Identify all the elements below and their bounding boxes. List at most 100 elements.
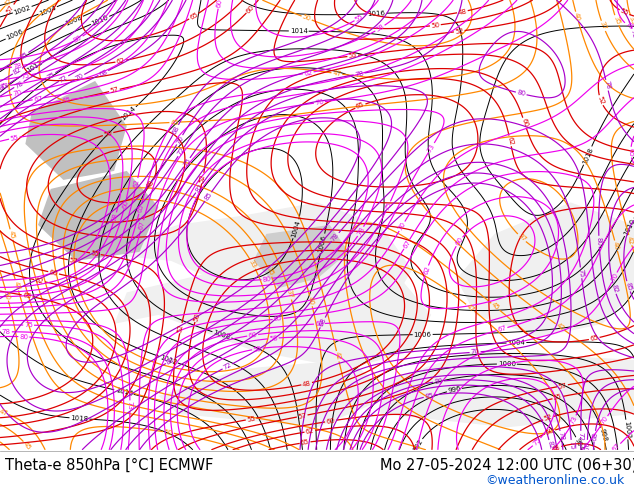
- Text: 55: 55: [619, 8, 630, 17]
- Polygon shape: [38, 171, 158, 261]
- Text: 80: 80: [165, 356, 176, 366]
- Text: 58: 58: [111, 213, 119, 222]
- Text: 1016: 1016: [368, 10, 385, 17]
- Text: 68: 68: [98, 68, 108, 78]
- Text: 1014: 1014: [290, 28, 307, 34]
- Text: 73: 73: [0, 83, 10, 90]
- Text: 75: 75: [46, 71, 56, 80]
- Text: 33: 33: [248, 259, 257, 270]
- Text: 998: 998: [598, 428, 608, 442]
- Text: 45: 45: [171, 119, 179, 125]
- Text: 70: 70: [314, 99, 324, 106]
- Text: 68: 68: [171, 124, 181, 135]
- Text: 48: 48: [146, 179, 156, 190]
- Text: 55: 55: [91, 250, 100, 257]
- Text: 994: 994: [574, 437, 585, 451]
- Text: 70: 70: [175, 134, 184, 145]
- Text: 80: 80: [262, 275, 272, 283]
- Text: 60: 60: [521, 118, 529, 128]
- Text: 52: 52: [177, 323, 184, 333]
- Text: 42: 42: [626, 235, 634, 245]
- Text: 62: 62: [116, 57, 126, 65]
- Text: 1008: 1008: [65, 14, 83, 26]
- Text: 65: 65: [136, 203, 145, 214]
- Text: 65: 65: [273, 316, 283, 322]
- Text: 60: 60: [49, 269, 58, 277]
- Text: 85: 85: [18, 50, 29, 60]
- Text: 65: 65: [301, 439, 310, 446]
- Text: 37: 37: [599, 21, 608, 31]
- Text: 65: 65: [22, 292, 32, 299]
- Polygon shape: [158, 360, 393, 427]
- Text: 78: 78: [13, 63, 22, 70]
- Text: 57: 57: [68, 257, 78, 265]
- Text: 78: 78: [557, 431, 565, 441]
- Text: 67: 67: [138, 220, 146, 231]
- Text: 47: 47: [0, 408, 9, 417]
- Polygon shape: [380, 351, 634, 427]
- Text: 73: 73: [569, 415, 578, 426]
- Text: 48: 48: [551, 444, 561, 453]
- Text: 70: 70: [599, 415, 609, 426]
- Text: 78: 78: [354, 70, 364, 78]
- Text: 37: 37: [286, 289, 294, 299]
- Text: 55: 55: [348, 52, 358, 59]
- Text: 1018: 1018: [70, 415, 89, 422]
- Text: 1010: 1010: [91, 14, 110, 26]
- Text: 60: 60: [216, 0, 223, 8]
- Polygon shape: [114, 247, 431, 369]
- Text: 58: 58: [375, 24, 385, 33]
- Text: 47: 47: [465, 303, 476, 313]
- Text: 67: 67: [33, 95, 43, 102]
- Text: 57: 57: [557, 382, 567, 390]
- Text: ©weatheronline.co.uk: ©weatheronline.co.uk: [485, 474, 624, 487]
- Text: 1006: 1006: [318, 234, 327, 253]
- Text: 1004: 1004: [507, 340, 526, 346]
- Text: 40: 40: [573, 12, 581, 22]
- Text: 78: 78: [356, 226, 366, 237]
- Text: 1012: 1012: [26, 59, 44, 74]
- Text: 70: 70: [610, 272, 619, 283]
- Text: 33: 33: [628, 15, 634, 25]
- Text: 1018: 1018: [581, 146, 594, 165]
- Text: 62: 62: [422, 266, 431, 276]
- Text: 82: 82: [194, 183, 204, 194]
- Text: 65: 65: [188, 11, 199, 21]
- Text: 62: 62: [303, 69, 313, 76]
- Text: 62: 62: [507, 136, 514, 146]
- Text: 1002: 1002: [623, 420, 631, 439]
- Text: 50: 50: [545, 427, 555, 436]
- Text: 70: 70: [470, 349, 480, 355]
- Text: 75: 75: [20, 72, 30, 80]
- Polygon shape: [254, 225, 349, 288]
- Text: 70: 70: [13, 90, 22, 98]
- Text: 55: 55: [246, 416, 256, 423]
- Text: 1016: 1016: [115, 387, 133, 397]
- Text: 40: 40: [307, 296, 315, 306]
- Text: 50: 50: [301, 14, 312, 23]
- Text: 1010: 1010: [623, 218, 634, 237]
- Text: 996: 996: [447, 386, 462, 394]
- Text: 52: 52: [199, 173, 207, 183]
- Text: 80: 80: [596, 237, 602, 246]
- Text: 68: 68: [318, 317, 327, 328]
- Text: 45: 45: [490, 301, 501, 312]
- Text: 65: 65: [628, 147, 634, 157]
- Text: 62: 62: [314, 320, 324, 327]
- Text: 73: 73: [427, 142, 436, 153]
- Text: 52: 52: [597, 95, 605, 105]
- Text: 50: 50: [430, 22, 440, 29]
- Text: 82: 82: [611, 284, 619, 294]
- Text: 55: 55: [252, 345, 262, 352]
- Text: 78: 78: [2, 329, 11, 335]
- Text: 1000: 1000: [498, 361, 516, 367]
- Text: 85: 85: [203, 191, 213, 202]
- Text: 60: 60: [326, 417, 335, 425]
- Text: 65: 65: [590, 335, 599, 343]
- Text: 82: 82: [547, 441, 554, 450]
- Text: 37: 37: [517, 233, 527, 243]
- Text: 75: 75: [531, 437, 542, 447]
- Text: 72: 72: [222, 362, 233, 371]
- Text: 62: 62: [305, 428, 314, 435]
- Polygon shape: [456, 202, 634, 337]
